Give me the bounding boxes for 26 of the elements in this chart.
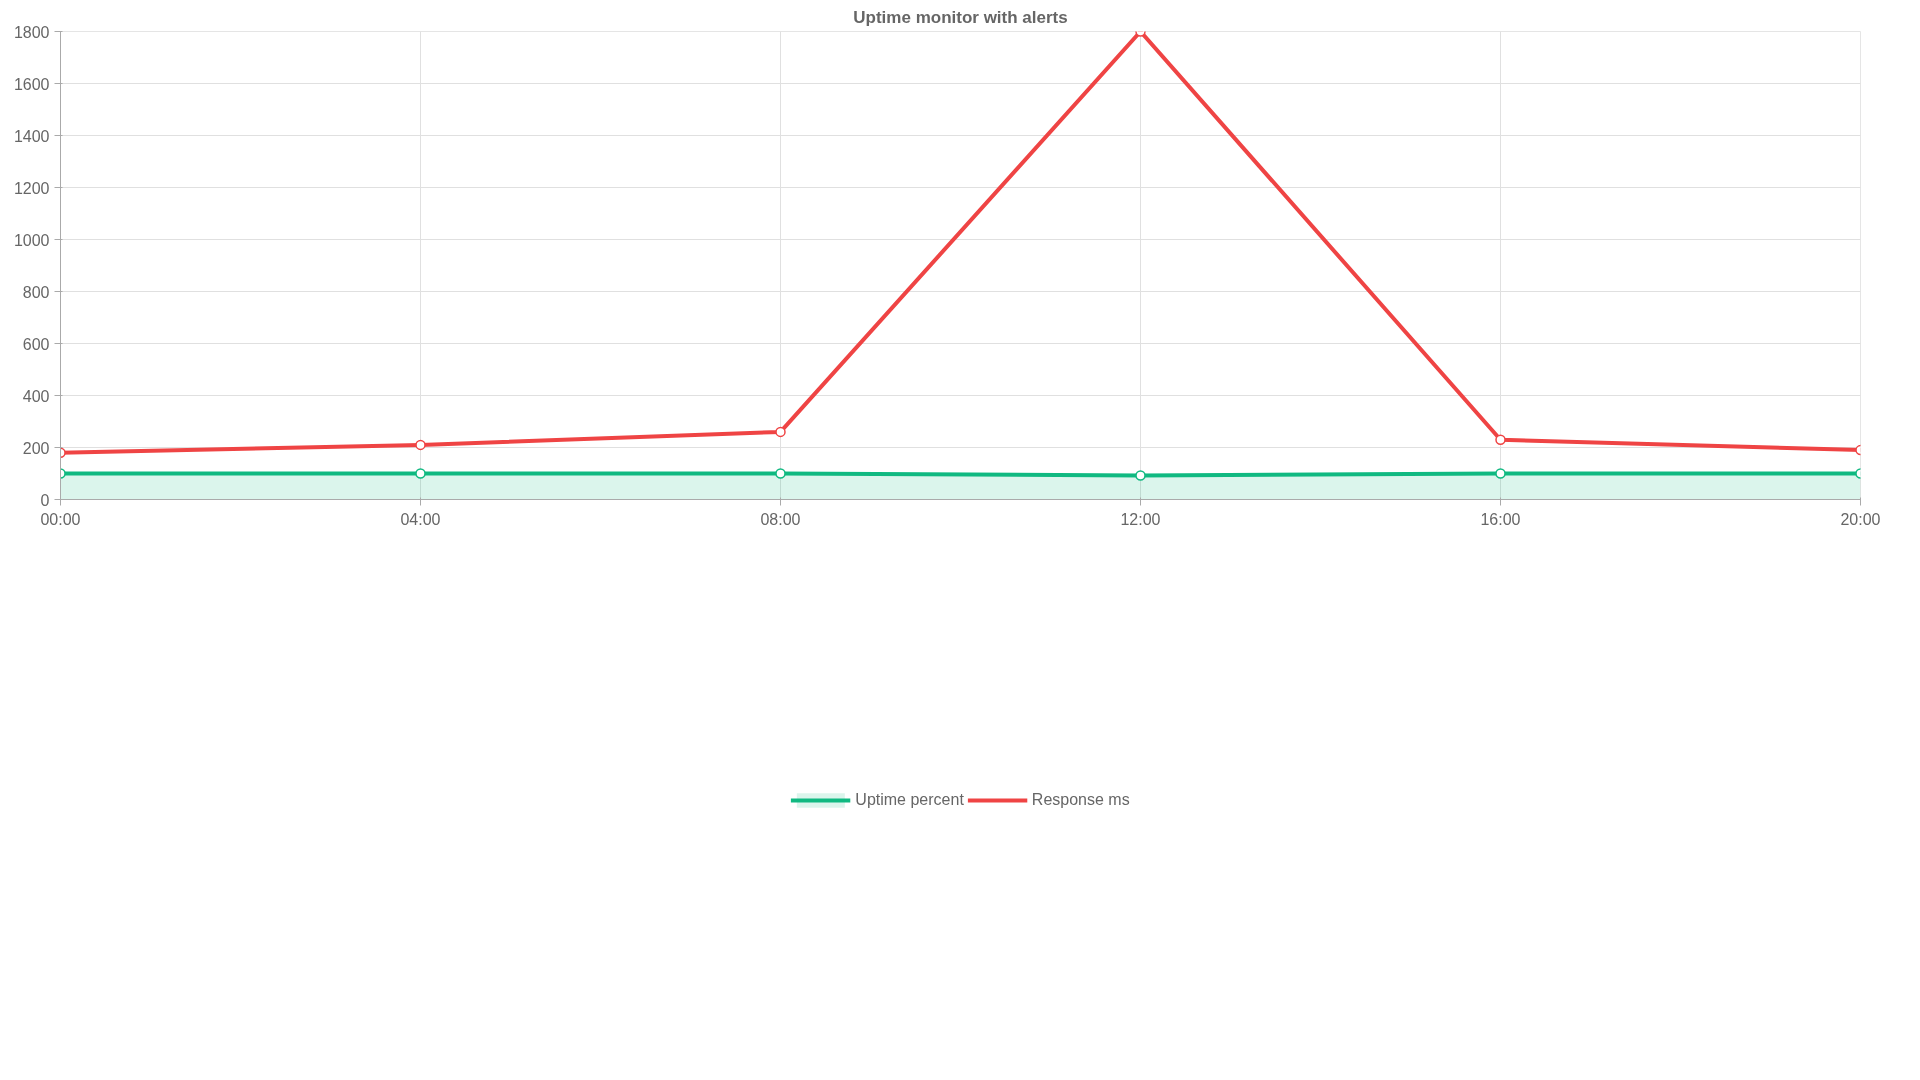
- legend-label: Uptime percent: [855, 791, 964, 809]
- point: [775, 426, 786, 438]
- y-tick-label: 1200: [13, 179, 50, 197]
- x-tick-label: 12:00: [1120, 510, 1161, 528]
- point: [415, 439, 426, 451]
- y-tick-label: 600: [22, 335, 50, 353]
- x-tick-label: 16:00: [1480, 510, 1521, 528]
- y-tick-label: 1000: [13, 231, 50, 249]
- y-tick-label: 800: [22, 283, 50, 301]
- x-tick-label: 08:00: [760, 510, 801, 528]
- y-tick-label: 0: [40, 491, 50, 509]
- point: [775, 468, 786, 479]
- point: [1135, 470, 1146, 481]
- y-tick-label: 1400: [13, 127, 50, 145]
- y-tick-label: 400: [22, 387, 50, 405]
- legend-label: Response ms: [1031, 791, 1130, 809]
- x-tick-label: 20:00: [1840, 510, 1881, 528]
- y-tick-label: 1800: [13, 23, 50, 41]
- x-tick-label: 04:00: [400, 510, 441, 528]
- point: [1495, 434, 1506, 445]
- y-tick-label: 1600: [13, 75, 50, 93]
- x-tick-label: 00:00: [40, 510, 81, 528]
- y-tick-label: 200: [22, 439, 50, 457]
- point: [415, 468, 426, 479]
- point: [1495, 468, 1506, 479]
- chart-title: Uptime monitor with alerts: [853, 7, 1068, 27]
